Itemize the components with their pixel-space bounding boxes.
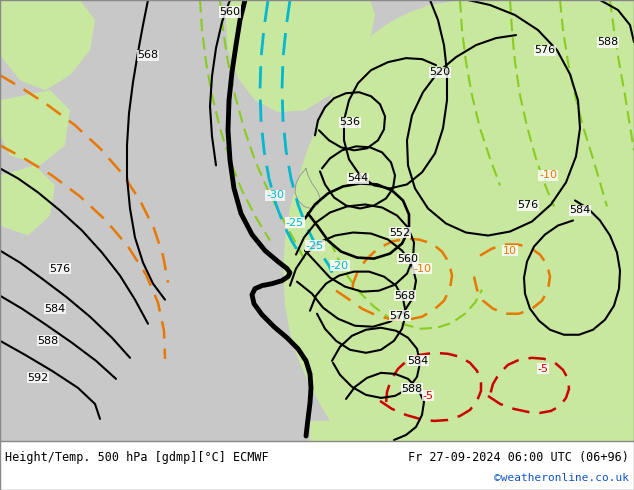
Text: 588: 588: [597, 37, 619, 47]
Text: 560: 560: [398, 254, 418, 264]
Text: 520: 520: [429, 67, 451, 77]
Text: 576: 576: [389, 311, 411, 321]
Text: 588: 588: [401, 384, 423, 394]
Text: 584: 584: [408, 356, 429, 366]
Polygon shape: [0, 90, 70, 166]
Text: 552: 552: [389, 227, 411, 238]
Text: 568: 568: [138, 50, 158, 60]
Polygon shape: [226, 0, 375, 112]
Polygon shape: [0, 166, 55, 236]
Text: -5: -5: [538, 364, 548, 374]
Polygon shape: [310, 421, 634, 441]
Text: 584: 584: [44, 304, 66, 314]
Text: 576: 576: [517, 200, 538, 211]
Text: -10: -10: [539, 171, 557, 180]
Text: Fr 27-09-2024 06:00 UTC (06+96): Fr 27-09-2024 06:00 UTC (06+96): [408, 450, 629, 464]
Text: 544: 544: [347, 173, 368, 183]
Polygon shape: [0, 0, 95, 90]
Text: -5: -5: [422, 391, 434, 401]
Text: -20: -20: [331, 261, 349, 270]
Text: 576: 576: [534, 45, 555, 55]
Text: 568: 568: [394, 291, 415, 301]
Text: 576: 576: [49, 264, 70, 273]
Text: ©weatheronline.co.uk: ©weatheronline.co.uk: [494, 473, 629, 483]
Text: Height/Temp. 500 hPa [gdmp][°C] ECMWF: Height/Temp. 500 hPa [gdmp][°C] ECMWF: [5, 450, 269, 464]
Text: -25: -25: [286, 218, 304, 227]
Text: -30: -30: [266, 191, 284, 200]
Text: 584: 584: [569, 205, 591, 216]
Text: -25: -25: [306, 241, 324, 250]
Text: 588: 588: [37, 336, 58, 346]
Text: 536: 536: [339, 117, 361, 127]
Text: -10: -10: [413, 264, 431, 273]
Text: 560: 560: [219, 7, 240, 17]
Polygon shape: [283, 0, 634, 421]
Text: 10: 10: [503, 245, 517, 256]
Text: 592: 592: [27, 373, 49, 383]
